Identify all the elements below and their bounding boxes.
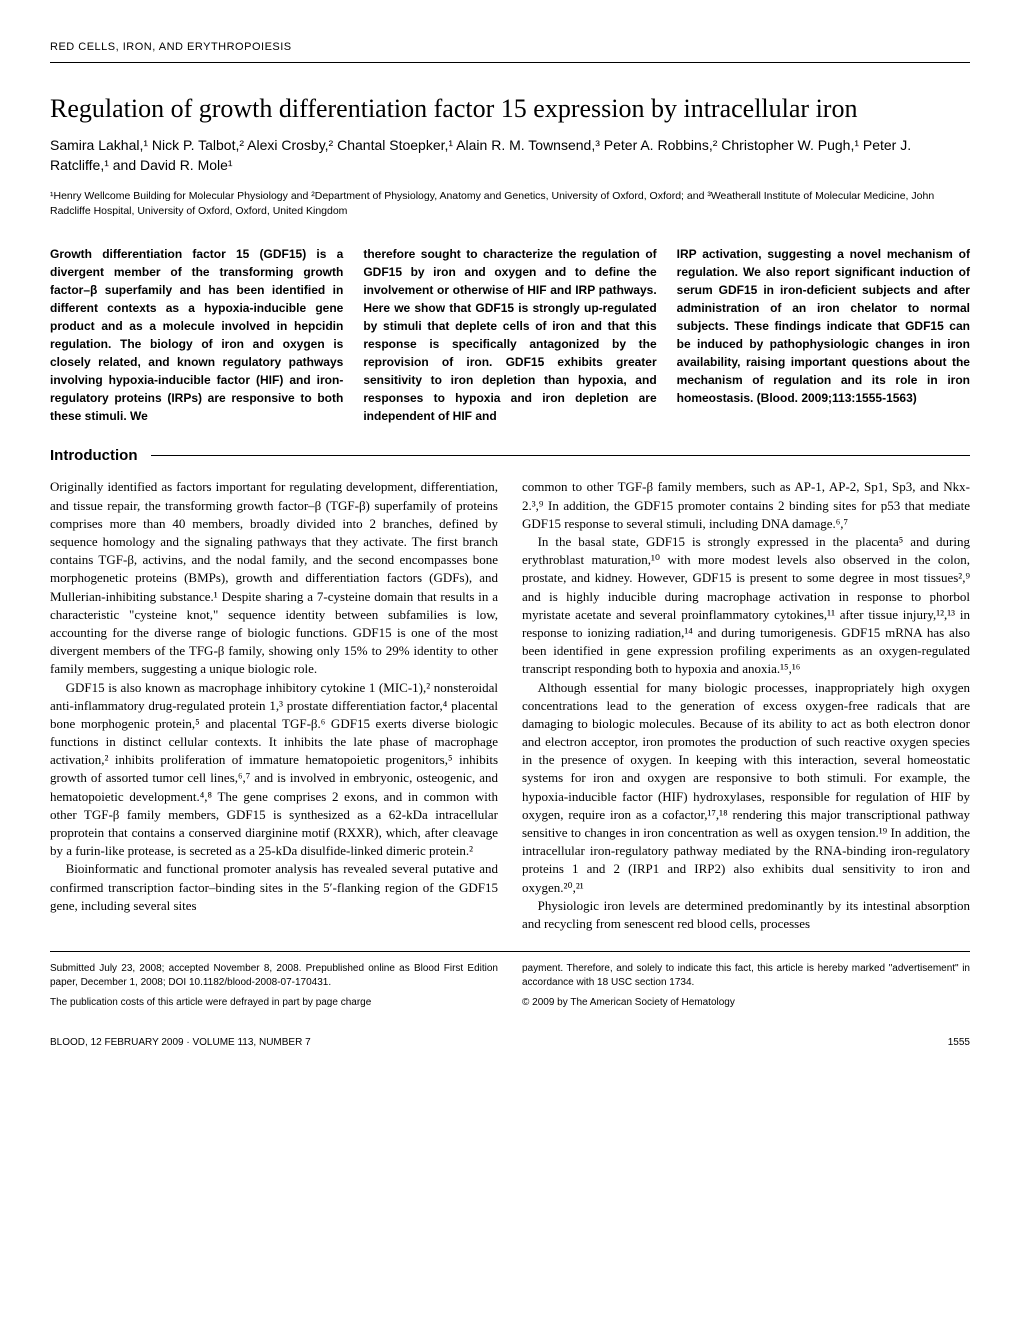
body-paragraph: Physiologic iron levels are determined p… xyxy=(522,897,970,933)
footer-notes: Submitted July 23, 2008; accepted Novemb… xyxy=(50,962,970,1016)
submission-note: Submitted July 23, 2008; accepted Novemb… xyxy=(50,962,498,990)
body-paragraph: GDF15 is also known as macrophage inhibi… xyxy=(50,679,498,861)
footer-col-right: payment. Therefore, and solely to indica… xyxy=(522,962,970,1016)
body-paragraph: Bioinformatic and functional promoter an… xyxy=(50,860,498,915)
abstract-col-2: therefore sought to characterize the reg… xyxy=(363,245,656,425)
page-footer: BLOOD, 12 FEBRUARY 2009 · VOLUME 113, NU… xyxy=(50,1036,970,1051)
abstract-col-1: Growth differentiation factor 15 (GDF15)… xyxy=(50,245,343,425)
body-paragraph: Although essential for many biologic pro… xyxy=(522,679,970,897)
affiliations: ¹Henry Wellcome Building for Molecular P… xyxy=(50,189,970,218)
footer-col-left: Submitted July 23, 2008; accepted Novemb… xyxy=(50,962,498,1016)
abstract: Growth differentiation factor 15 (GDF15)… xyxy=(50,245,970,425)
body-paragraph: In the basal state, GDF15 is strongly ex… xyxy=(522,533,970,679)
body-col-right: common to other TGF-β family members, su… xyxy=(522,478,970,933)
article-title: Regulation of growth differentiation fac… xyxy=(50,93,970,124)
body-paragraph: Originally identified as factors importa… xyxy=(50,478,498,678)
section-divider xyxy=(50,62,970,63)
page-number: 1555 xyxy=(948,1036,970,1051)
abstract-col-3: IRP activation, suggesting a novel mecha… xyxy=(677,245,970,425)
body-paragraph: common to other TGF-β family members, su… xyxy=(522,478,970,533)
introduction-heading-row: Introduction xyxy=(50,445,970,467)
introduction-heading: Introduction xyxy=(50,445,137,467)
section-header: RED CELLS, IRON, AND ERYTHROPOIESIS xyxy=(50,40,970,56)
publication-cost-note: The publication costs of this article we… xyxy=(50,996,498,1010)
advertisement-note: payment. Therefore, and solely to indica… xyxy=(522,962,970,990)
introduction-divider xyxy=(151,455,970,456)
body-col-left: Originally identified as factors importa… xyxy=(50,478,498,933)
copyright-note: © 2009 by The American Society of Hemato… xyxy=(522,996,970,1010)
journal-issue: BLOOD, 12 FEBRUARY 2009 · VOLUME 113, NU… xyxy=(50,1036,311,1051)
authors-list: Samira Lakhal,¹ Nick P. Talbot,² Alexi C… xyxy=(50,136,970,175)
footer-divider xyxy=(50,951,970,952)
body-columns: Originally identified as factors importa… xyxy=(50,478,970,933)
